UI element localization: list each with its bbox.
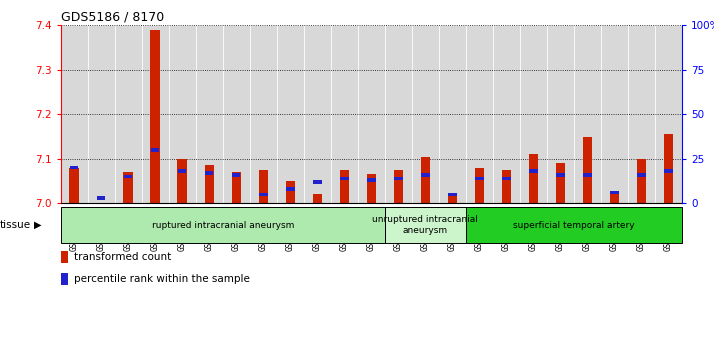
Bar: [637, 173, 645, 177]
Bar: [583, 136, 592, 203]
Bar: [412, 25, 439, 203]
Bar: [663, 134, 673, 203]
Text: GDS5186 / 8170: GDS5186 / 8170: [61, 11, 164, 24]
Bar: [439, 25, 466, 203]
Bar: [223, 25, 250, 203]
Bar: [610, 195, 619, 203]
Bar: [555, 163, 565, 203]
Bar: [448, 193, 456, 196]
Bar: [259, 193, 268, 196]
Bar: [475, 168, 484, 203]
Bar: [583, 173, 592, 177]
Bar: [169, 25, 196, 203]
Bar: [313, 180, 321, 184]
Text: tissue: tissue: [0, 220, 31, 230]
Bar: [385, 25, 412, 203]
Bar: [466, 207, 682, 243]
Bar: [97, 196, 106, 200]
Bar: [141, 25, 169, 203]
Bar: [303, 25, 331, 203]
Bar: [637, 159, 646, 203]
Text: ruptured intracranial aneurysm: ruptured intracranial aneurysm: [151, 221, 294, 229]
Bar: [340, 170, 349, 203]
Bar: [61, 251, 68, 264]
Text: superficial temporal artery: superficial temporal artery: [513, 221, 635, 229]
Bar: [286, 181, 295, 203]
Bar: [475, 177, 483, 180]
Bar: [421, 173, 430, 177]
Bar: [124, 172, 133, 203]
Bar: [574, 25, 601, 203]
Bar: [520, 25, 547, 203]
Bar: [385, 207, 466, 243]
Bar: [610, 191, 618, 195]
Bar: [313, 195, 322, 203]
Bar: [178, 170, 186, 173]
Bar: [466, 25, 493, 203]
Bar: [205, 171, 213, 175]
Bar: [547, 25, 574, 203]
Bar: [393, 170, 403, 203]
Bar: [421, 156, 430, 203]
Bar: [151, 148, 159, 152]
Bar: [502, 177, 511, 180]
Bar: [61, 25, 88, 203]
Bar: [196, 25, 223, 203]
Bar: [448, 195, 457, 203]
Bar: [556, 173, 565, 177]
Bar: [358, 25, 385, 203]
Bar: [655, 25, 682, 203]
Bar: [178, 159, 187, 203]
Bar: [277, 25, 303, 203]
Bar: [69, 168, 79, 203]
Bar: [115, 25, 141, 203]
Bar: [628, 25, 655, 203]
Bar: [286, 187, 294, 191]
Bar: [151, 30, 160, 203]
Text: percentile rank within the sample: percentile rank within the sample: [74, 274, 250, 284]
Bar: [367, 178, 376, 182]
Bar: [394, 177, 403, 180]
Text: ▶: ▶: [34, 220, 42, 230]
Bar: [502, 170, 511, 203]
Bar: [88, 25, 115, 203]
Bar: [61, 207, 385, 243]
Bar: [124, 175, 133, 178]
Bar: [331, 25, 358, 203]
Bar: [231, 172, 241, 203]
Text: transformed count: transformed count: [74, 252, 171, 262]
Bar: [61, 273, 68, 285]
Text: unruptured intracranial
aneurysm: unruptured intracranial aneurysm: [373, 215, 478, 235]
Bar: [528, 154, 538, 203]
Bar: [340, 177, 348, 180]
Bar: [70, 166, 79, 170]
Bar: [204, 166, 214, 203]
Bar: [250, 25, 277, 203]
Bar: [664, 170, 673, 173]
Bar: [258, 170, 268, 203]
Bar: [366, 174, 376, 203]
Bar: [529, 170, 538, 173]
Bar: [601, 25, 628, 203]
Bar: [493, 25, 520, 203]
Bar: [232, 173, 241, 177]
